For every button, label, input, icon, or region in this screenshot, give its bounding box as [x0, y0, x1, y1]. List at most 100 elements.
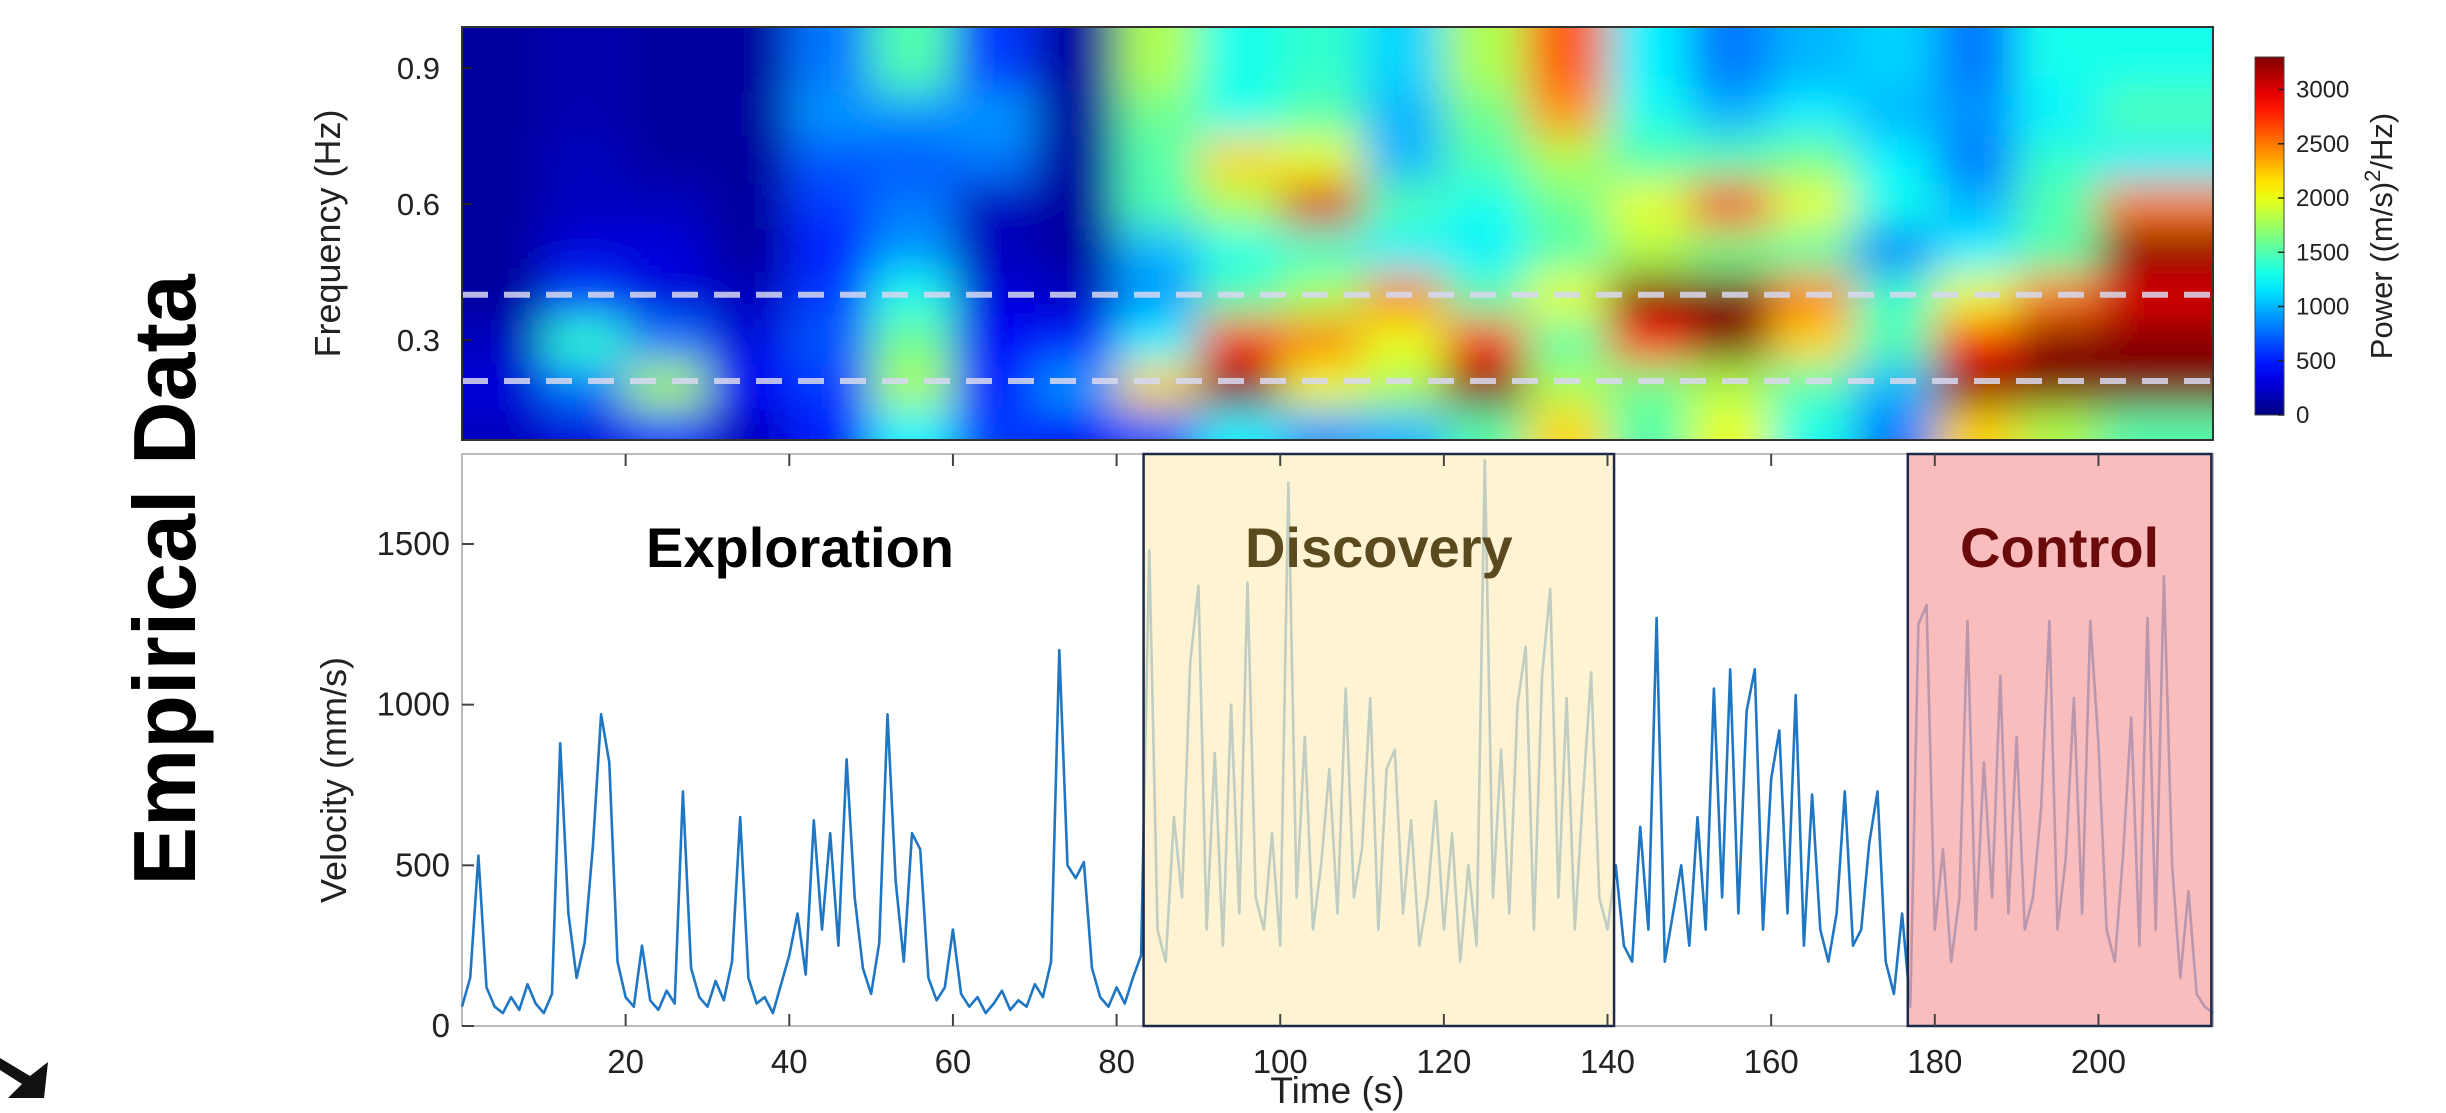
spectrogram-cell: [1443, 317, 1527, 364]
y-tick-label: 1000: [377, 686, 450, 723]
spectrogram-cell: [462, 226, 545, 274]
spectrogram-cell: [1771, 27, 1854, 92]
spectrogram-cell: [625, 90, 709, 137]
spectrogram-cell: [789, 181, 873, 228]
spectrogram-cell: [1689, 317, 1773, 364]
colorbar-label: Power ((m/s)2/Hz): [2360, 113, 2399, 359]
spectrogram-cell: [1771, 317, 1854, 364]
spectrogram-cell: [707, 181, 791, 228]
spectrogram-cell: [707, 135, 791, 183]
spectrogram-cell: [871, 362, 954, 410]
spectrogram-cell: [1771, 90, 1854, 137]
region-box: [1906, 452, 2213, 1028]
spectrogram-cell: [543, 317, 627, 364]
spectrogram-cell: [1934, 135, 2018, 183]
x-tick-label: 100: [1253, 1043, 1308, 1080]
spectrogram-cell: [1198, 317, 1282, 364]
spectrogram-cell: [952, 27, 1036, 92]
spectrogram-cell: [462, 362, 545, 410]
spectrogram-cell: [1034, 226, 1118, 274]
spectrogram-cell: [1607, 135, 1691, 183]
spectrogram-cells: [462, 27, 2213, 440]
spectrogram-cell: [1034, 181, 1118, 228]
y-axis-label: Velocity (mm/s): [313, 657, 354, 903]
colorbar-label-superscript: 2: [2360, 170, 2385, 182]
spectrogram-cell: [1525, 317, 1609, 364]
spectrogram-cell: [1116, 362, 1200, 410]
spectrogram-cell: [1525, 408, 1609, 440]
spectrogram-cell: [707, 27, 791, 92]
spectrogram-cell: [1443, 181, 1527, 228]
region-label: Control: [1960, 516, 2159, 579]
spectrogram-cell: [462, 27, 545, 92]
spectrogram-cell: [1525, 226, 1609, 274]
spectrogram-cell: [1362, 317, 1445, 364]
spectrogram-cell: [1280, 226, 1364, 274]
spectrogram-cell: [1689, 27, 1773, 92]
spectrogram-area: [462, 27, 2213, 440]
spectrogram-cell: [625, 135, 709, 183]
spectrogram-cell: [1852, 226, 1936, 274]
spectrogram-cell: [871, 27, 954, 92]
spectrogram-cell: [1525, 90, 1609, 137]
spectrogram-cell: [1280, 181, 1364, 228]
colorbar-tick-label: 1500: [2296, 239, 2349, 266]
x-tick-label: 40: [771, 1043, 808, 1080]
spectrogram-cell: [2098, 362, 2213, 410]
spectrogram-cell: [1280, 362, 1364, 410]
spectrogram-cell: [1443, 408, 1527, 440]
spectrogram-cell: [2098, 90, 2213, 137]
spectrogram-cell: [1934, 408, 2018, 440]
spectrogram-cell: [1852, 135, 1936, 183]
spectrogram-cell: [789, 317, 873, 364]
spectrogram-cell: [789, 90, 873, 137]
spectrogram-cell: [1934, 226, 2018, 274]
spectrogram-cell: [462, 408, 545, 440]
spectrogram-cell: [1034, 408, 1118, 440]
spectrogram-cell: [625, 317, 709, 364]
colorbar-tick-label: 2500: [2296, 131, 2349, 158]
spectrogram-cell: [543, 362, 627, 410]
spectrogram-cell: [2016, 317, 2100, 364]
spectrogram-cell: [1689, 90, 1773, 137]
spectrogram-cell: [462, 135, 545, 183]
spectrogram-cell: [625, 181, 709, 228]
spectrogram-cell: [625, 408, 709, 440]
spectrogram-cell: [1525, 135, 1609, 183]
spectrogram-cell: [707, 408, 791, 440]
y-tick-label: 1500: [377, 525, 450, 562]
spectrogram-cell: [625, 226, 709, 274]
spectrogram-cell: [1362, 90, 1445, 137]
spectrogram-cell: [1852, 27, 1936, 92]
spectrogram-cell: [1443, 226, 1527, 274]
y-tick-label: 0.3: [397, 323, 440, 358]
spectrogram-cell: [2016, 181, 2100, 228]
x-tick-label: 140: [1580, 1043, 1635, 1080]
spectrogram-cell: [2098, 226, 2213, 274]
spectrogram-cell: [462, 181, 545, 228]
spectrogram-cell: [789, 408, 873, 440]
spectrogram-cell: [1116, 90, 1200, 137]
spectrogram-cell: [2098, 135, 2213, 183]
spectrogram-cell: [871, 181, 954, 228]
colorbar-tick-label: 0: [2296, 402, 2309, 429]
colorbar-tick-label: 2000: [2296, 185, 2349, 212]
spectrogram-cell: [789, 135, 873, 183]
spectrogram-cell: [1852, 90, 1936, 137]
y-tick-label: 500: [395, 846, 450, 883]
spectrogram-cell: [1034, 362, 1118, 410]
x-tick-label: 60: [935, 1043, 972, 1080]
spectrogram-cell: [2016, 27, 2100, 92]
spectrogram-cell: [952, 226, 1036, 274]
x-tick-label: 80: [1098, 1043, 1135, 1080]
spectrogram-cell: [1607, 317, 1691, 364]
spectrogram-cell: [1607, 181, 1691, 228]
spectrogram-cell: [1771, 362, 1854, 410]
spectrogram-frame: [461, 26, 2214, 441]
spectrogram-cell: [2098, 317, 2213, 364]
spectrogram-cell: [1525, 181, 1609, 228]
spectrogram-cell: [1116, 317, 1200, 364]
spectrogram-cell: [952, 135, 1036, 183]
spectrogram-cell: [1607, 226, 1691, 274]
spectrogram-cell: [1116, 135, 1200, 183]
